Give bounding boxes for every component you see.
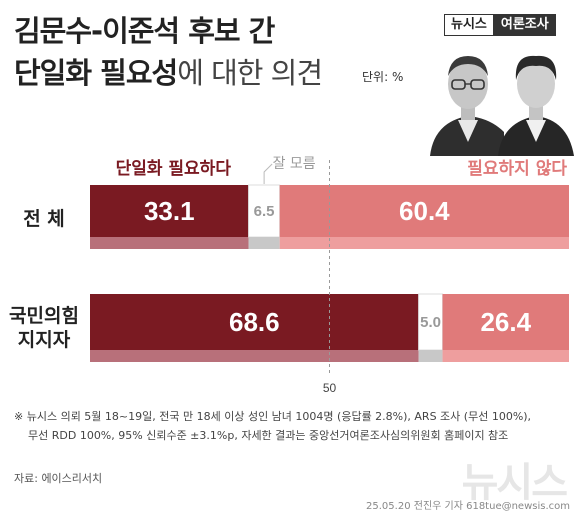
value-label-unsure-1: 6.5: [254, 203, 275, 220]
bars-group: [90, 184, 569, 362]
category-label-1-1: 전 체: [23, 208, 65, 230]
source: 자료: 에이스리서치: [14, 472, 103, 485]
bar-need-2: [90, 294, 419, 350]
bar-shadow-unsure-1: [248, 237, 280, 249]
brand-right: 여론조사: [493, 14, 556, 36]
person-left-shirt: [458, 120, 478, 142]
title-line2-normal: 에 대한 의견: [177, 56, 323, 90]
credit: 25.05.20 전진우 기자 618tue@newsis.com: [366, 501, 570, 512]
title-line2-bold: 단일화 필요성: [14, 56, 178, 90]
value-label-need-2: 68.6: [229, 307, 280, 337]
title-line2: 단일화 필요성에 대한 의견: [14, 50, 323, 92]
legend-no-need: 필요하지 않다: [467, 159, 567, 179]
bar-no-need-1: [279, 185, 569, 237]
unit-label: 단위: %: [362, 70, 404, 84]
bar-shadow-need-1: [90, 237, 249, 249]
value-label-unsure-2: 5.0: [420, 314, 441, 331]
bar-shadow-need-2: [90, 350, 419, 362]
legend-unsure-leader: [263, 163, 273, 184]
bar-no-need-2: [442, 294, 569, 350]
candidate-photos: [430, 55, 574, 156]
category-label-2-2: 지지자: [18, 329, 71, 351]
bar-shadow-no-need-1: [279, 237, 569, 249]
person-right-head: [517, 60, 555, 108]
bar-shadow-unsure-2: [418, 350, 443, 362]
legend-need: 단일화 필요하다: [116, 159, 232, 179]
value-label-need-1: 33.1: [144, 196, 195, 226]
watermark-logo: 뉴시스: [461, 460, 568, 506]
value-label-no-need-1: 60.4: [399, 196, 450, 226]
category-label-2-1: 국민의힘: [9, 305, 79, 327]
footnote-line1: ※ 뉴시스 의뢰 5월 18~19일, 전국 만 18세 이상 성인 남녀 10…: [14, 410, 532, 423]
value-label-no-need-2: 26.4: [480, 307, 531, 337]
bar-shadow-no-need-2: [442, 350, 569, 362]
footnote: ※ 뉴시스 의뢰 5월 18~19일, 전국 만 18세 이상 성인 남녀 10…: [14, 407, 531, 445]
bar-need-1: [90, 185, 249, 237]
legend-unsure: 잘 모름: [273, 156, 316, 172]
brand-left: 뉴시스: [444, 14, 494, 36]
person-right-shirt: [526, 120, 546, 142]
brand-badge: 뉴시스 여론조사: [444, 14, 556, 36]
reference-line-label: 50: [323, 381, 337, 395]
footnote-line2: 무선 RDD 100%, 95% 신뢰수준 ±3.1%p, 자세한 결과는 중앙…: [28, 429, 509, 442]
title-line1: 김문수-이준석 후보 간: [14, 14, 275, 48]
